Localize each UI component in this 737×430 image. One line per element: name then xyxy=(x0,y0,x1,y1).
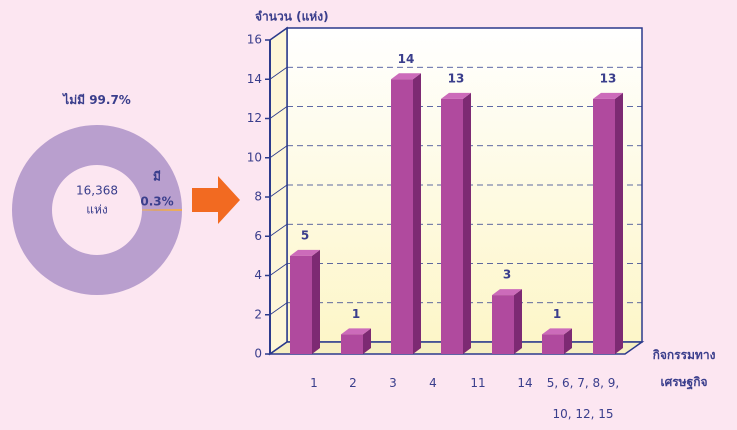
bar xyxy=(341,334,363,354)
grid-line xyxy=(269,145,288,159)
grid-line xyxy=(269,223,288,237)
x-tick-label: 1 xyxy=(310,376,318,390)
y-tick-label: 14 xyxy=(247,72,262,86)
bar-side xyxy=(463,92,471,354)
donut-label: ไม่มี 99.7% xyxy=(61,92,131,107)
value-label: 99.7% xyxy=(89,93,131,107)
grid-line xyxy=(269,302,288,316)
bar xyxy=(492,295,514,354)
bar-side xyxy=(615,92,623,354)
x-axis-label: กิจกรรมทาง เศรษฐกิจ xyxy=(652,348,716,389)
bar-top xyxy=(391,73,421,80)
y-tick-label: 10 xyxy=(247,150,262,164)
center-sublabel: แห่ง xyxy=(86,203,108,217)
grid-line xyxy=(269,106,288,119)
grid-line xyxy=(269,184,288,198)
arrow xyxy=(192,176,240,224)
bar-top xyxy=(290,249,320,256)
y-tick-label: 16 xyxy=(247,33,262,47)
value-label: 0.3% xyxy=(140,195,173,209)
donut-slice xyxy=(12,125,183,295)
bar-top xyxy=(341,328,371,335)
value-label: 1 xyxy=(553,307,561,321)
y-tick-label: 6 xyxy=(254,229,262,243)
x-tick-label: 3 xyxy=(389,376,397,390)
value-label: 3 xyxy=(503,268,511,282)
bar-side xyxy=(564,328,572,354)
bar-top xyxy=(441,92,471,99)
value-label: 13 xyxy=(448,71,465,85)
grid-line xyxy=(269,341,288,355)
bar-side xyxy=(514,289,522,354)
value-label: 13 xyxy=(600,71,617,85)
bar xyxy=(542,334,564,354)
bar-side xyxy=(363,328,371,354)
bar xyxy=(441,98,463,354)
bar xyxy=(290,255,312,354)
bar-side xyxy=(312,249,320,354)
x-tick-label: 4 xyxy=(429,376,437,390)
bar-top xyxy=(593,92,623,99)
bar-side xyxy=(413,73,421,354)
value-label: 1 xyxy=(352,307,360,321)
plot: 0 2 4 6 8 10 12 14 16 5 1 14 13 3 1 13 xyxy=(247,26,645,361)
y-tick-label: 12 xyxy=(247,111,262,125)
bar xyxy=(593,98,615,354)
category: ไม่มี xyxy=(61,92,85,107)
value-label: 5 xyxy=(301,228,309,242)
bar xyxy=(391,79,413,354)
x-tick-label: 14 xyxy=(517,376,533,390)
category: มี xyxy=(153,170,161,184)
y-axis-label: จำนวน (แห่ง) xyxy=(255,10,329,24)
x-tick-label: 5, 6, 7, 8, 9, 10, 12, 15 xyxy=(546,376,620,421)
x-tick-label: 11 xyxy=(470,376,486,390)
y-tick-label: 0 xyxy=(254,347,262,361)
bar-top xyxy=(542,328,572,335)
grid-line xyxy=(269,27,288,41)
y-tick-label: 8 xyxy=(254,190,262,204)
grid-line xyxy=(269,263,288,276)
x-tick-label: 2 xyxy=(349,376,357,390)
bar-top xyxy=(492,289,522,296)
center-label: 16,368 xyxy=(76,184,118,198)
y-tick-label: 4 xyxy=(254,268,262,282)
grid-line xyxy=(269,66,288,80)
y-tick-label: 2 xyxy=(254,307,262,321)
donut-slice xyxy=(142,209,183,211)
value-label: 14 xyxy=(398,52,415,66)
